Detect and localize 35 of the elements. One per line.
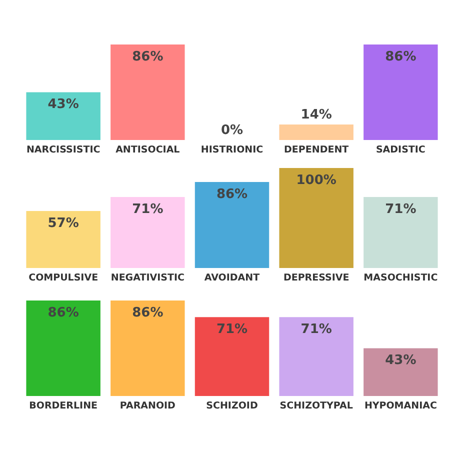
x-tick-label: SCHIZOTYPAL	[280, 400, 353, 412]
data-label: 71%	[300, 322, 332, 338]
data-label: 57%	[48, 216, 79, 231]
bar	[364, 197, 438, 268]
bar	[110, 197, 185, 268]
x-tick-label: NARCISSISTIC	[26, 144, 100, 156]
data-label: 14%	[300, 107, 332, 122]
x-tick-label: HISTRIONIC	[200, 144, 264, 156]
x-tick-label: DEPENDENT	[284, 144, 350, 156]
x-tick-label: COMPULSIVE	[28, 272, 98, 284]
data-label: 86%	[216, 187, 248, 202]
data-label: 86%	[132, 305, 164, 320]
x-tick-label: AVOIDANT	[204, 272, 260, 284]
x-tick-label: DEPRESSIVE	[283, 272, 350, 284]
x-tick-label: MASOCHISTIC	[364, 272, 438, 284]
x-tick-label: PARANOID	[120, 400, 176, 412]
data-label: 0%	[220, 123, 244, 138]
x-tick-label: SCHIZOID	[206, 400, 258, 412]
bar	[279, 168, 354, 268]
bar	[194, 182, 270, 268]
data-label: 71%	[216, 322, 248, 338]
x-tick-label: SADISTIC	[376, 144, 426, 156]
data-label: 86%	[48, 305, 79, 320]
data-label: 86%	[385, 49, 416, 64]
x-tick-label: ANTISOCIAL	[116, 144, 180, 156]
data-label: 86%	[132, 49, 164, 64]
data-label: 43%	[48, 97, 79, 112]
data-label: 71%	[385, 202, 416, 217]
x-tick-label: BORDERLINE	[29, 400, 98, 412]
x-tick-label: HYPOMANIAC	[364, 400, 437, 412]
bar	[26, 211, 100, 268]
data-label: 100%	[296, 173, 336, 188]
x-tick-label: NEGATIVISTIC	[110, 272, 184, 284]
data-label: 43%	[385, 353, 416, 368]
data-label: 71%	[132, 202, 164, 217]
